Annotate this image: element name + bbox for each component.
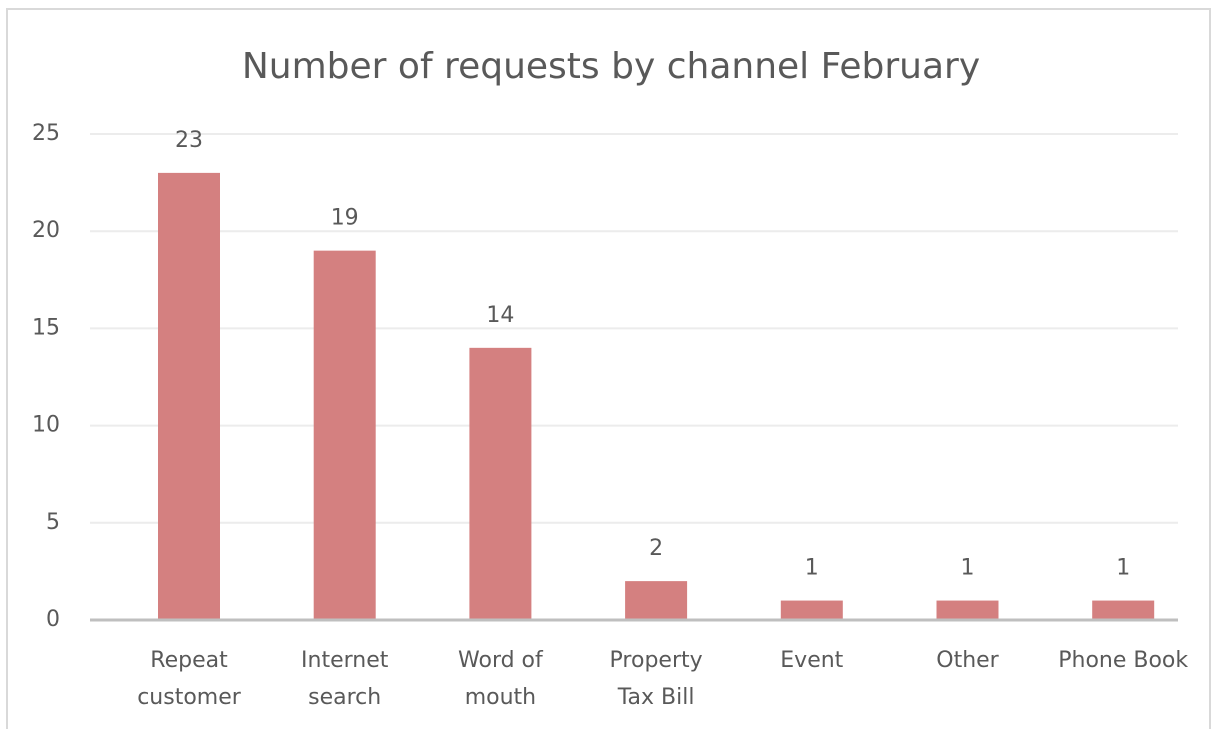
data-label: 19 xyxy=(331,206,359,231)
data-label: 2 xyxy=(649,536,663,561)
x-tick-label: Phone Book xyxy=(1058,648,1188,673)
y-tick-label: 10 xyxy=(32,413,60,438)
data-label: 1 xyxy=(1116,556,1130,581)
bar xyxy=(1092,600,1155,620)
x-tick-label: Other xyxy=(936,648,999,673)
y-tick-label: 25 xyxy=(32,121,60,146)
bar xyxy=(313,250,376,620)
y-tick-label: 5 xyxy=(46,510,60,535)
bar xyxy=(158,172,220,620)
y-tick-label: 0 xyxy=(46,607,60,632)
bar xyxy=(625,581,688,620)
x-tick-label: Property Tax Bill xyxy=(610,648,703,710)
x-tick-label: Repeat customer xyxy=(137,648,242,710)
data-label: 1 xyxy=(805,556,819,581)
y-tick-label: 20 xyxy=(32,218,60,243)
bar xyxy=(936,600,999,620)
data-label: 1 xyxy=(961,556,975,581)
x-tick-label: Event xyxy=(780,648,843,673)
bar xyxy=(469,347,532,620)
y-tick-label: 15 xyxy=(32,315,60,340)
x-tick-label: Internet search xyxy=(301,648,389,710)
data-label: 23 xyxy=(175,128,203,153)
x-tick-label: Word of mouth xyxy=(458,648,544,710)
data-label: 14 xyxy=(486,303,514,328)
chart-title: Number of requests by channel February xyxy=(242,46,980,87)
bar xyxy=(780,600,843,620)
